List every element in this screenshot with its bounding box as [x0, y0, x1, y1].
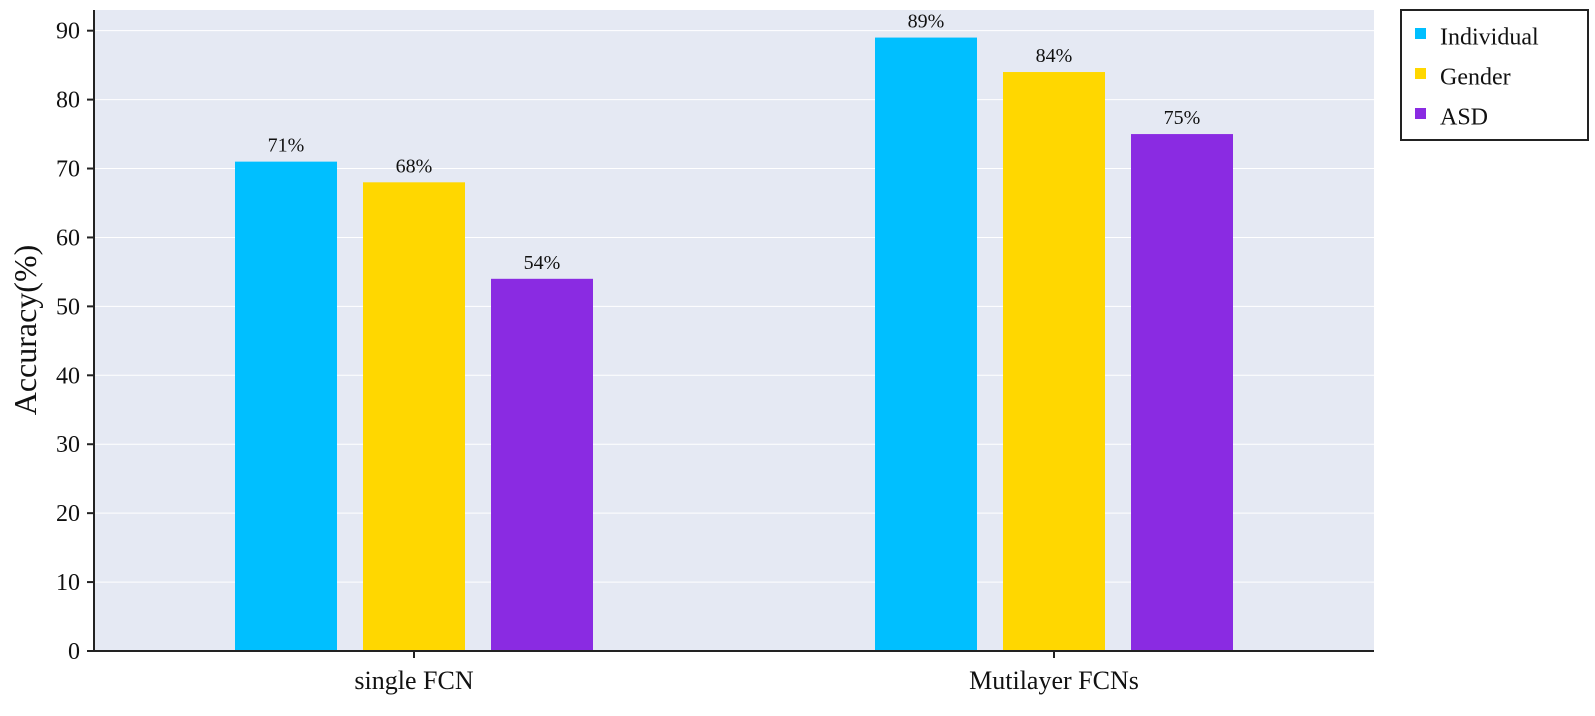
- y-tick-label: 50: [56, 294, 80, 320]
- x-category-label: single FCN: [354, 666, 473, 695]
- legend-swatch-gender: [1415, 68, 1426, 79]
- legend-swatch-asd: [1415, 108, 1426, 119]
- y-tick-labels: 0 10 20 30 40 50 60 70 80 90: [56, 19, 94, 665]
- data-label: 89%: [908, 11, 945, 33]
- legend-box: [1400, 9, 1589, 141]
- data-label: 75%: [1164, 107, 1201, 129]
- data-label: 68%: [396, 155, 433, 177]
- bar-asd-1: [491, 278, 593, 651]
- data-label: 84%: [1036, 45, 1073, 67]
- value-labels: 71% 68% 54% 89% 84% 75%: [268, 11, 1201, 274]
- bar-individual-1: [235, 161, 337, 652]
- bar-asd-2: [1131, 134, 1233, 651]
- bars: [235, 37, 1233, 652]
- bar-gender-2: [1003, 72, 1105, 652]
- data-label: 54%: [524, 252, 561, 274]
- legend-label-individual: Individual: [1440, 25, 1539, 51]
- bar-gender-1: [363, 182, 465, 651]
- y-tick-label: 10: [56, 570, 80, 596]
- y-axis-title: Accuracy(%): [7, 245, 43, 416]
- legend-label-asd: ASD: [1440, 105, 1488, 131]
- x-category-label: Mutilayer FCNs: [969, 666, 1139, 695]
- x-category-labels: single FCN Mutilayer FCNs: [354, 651, 1139, 695]
- bar-individual-2: [875, 37, 977, 652]
- y-tick-label: 20: [56, 501, 80, 527]
- y-tick-label: 40: [56, 363, 80, 389]
- legend-swatch-individual: [1415, 28, 1426, 39]
- y-tick-label: 90: [56, 19, 80, 45]
- y-tick-label: 60: [56, 225, 80, 251]
- legend-label-gender: Gender: [1440, 65, 1511, 91]
- y-tick-label: 30: [56, 432, 80, 458]
- y-tick-label: 70: [56, 157, 80, 183]
- y-tick-label: 80: [56, 88, 80, 114]
- y-tick-label: 0: [68, 639, 80, 665]
- data-label: 71%: [268, 135, 305, 157]
- legend: Individual Gender ASD: [1400, 9, 1589, 141]
